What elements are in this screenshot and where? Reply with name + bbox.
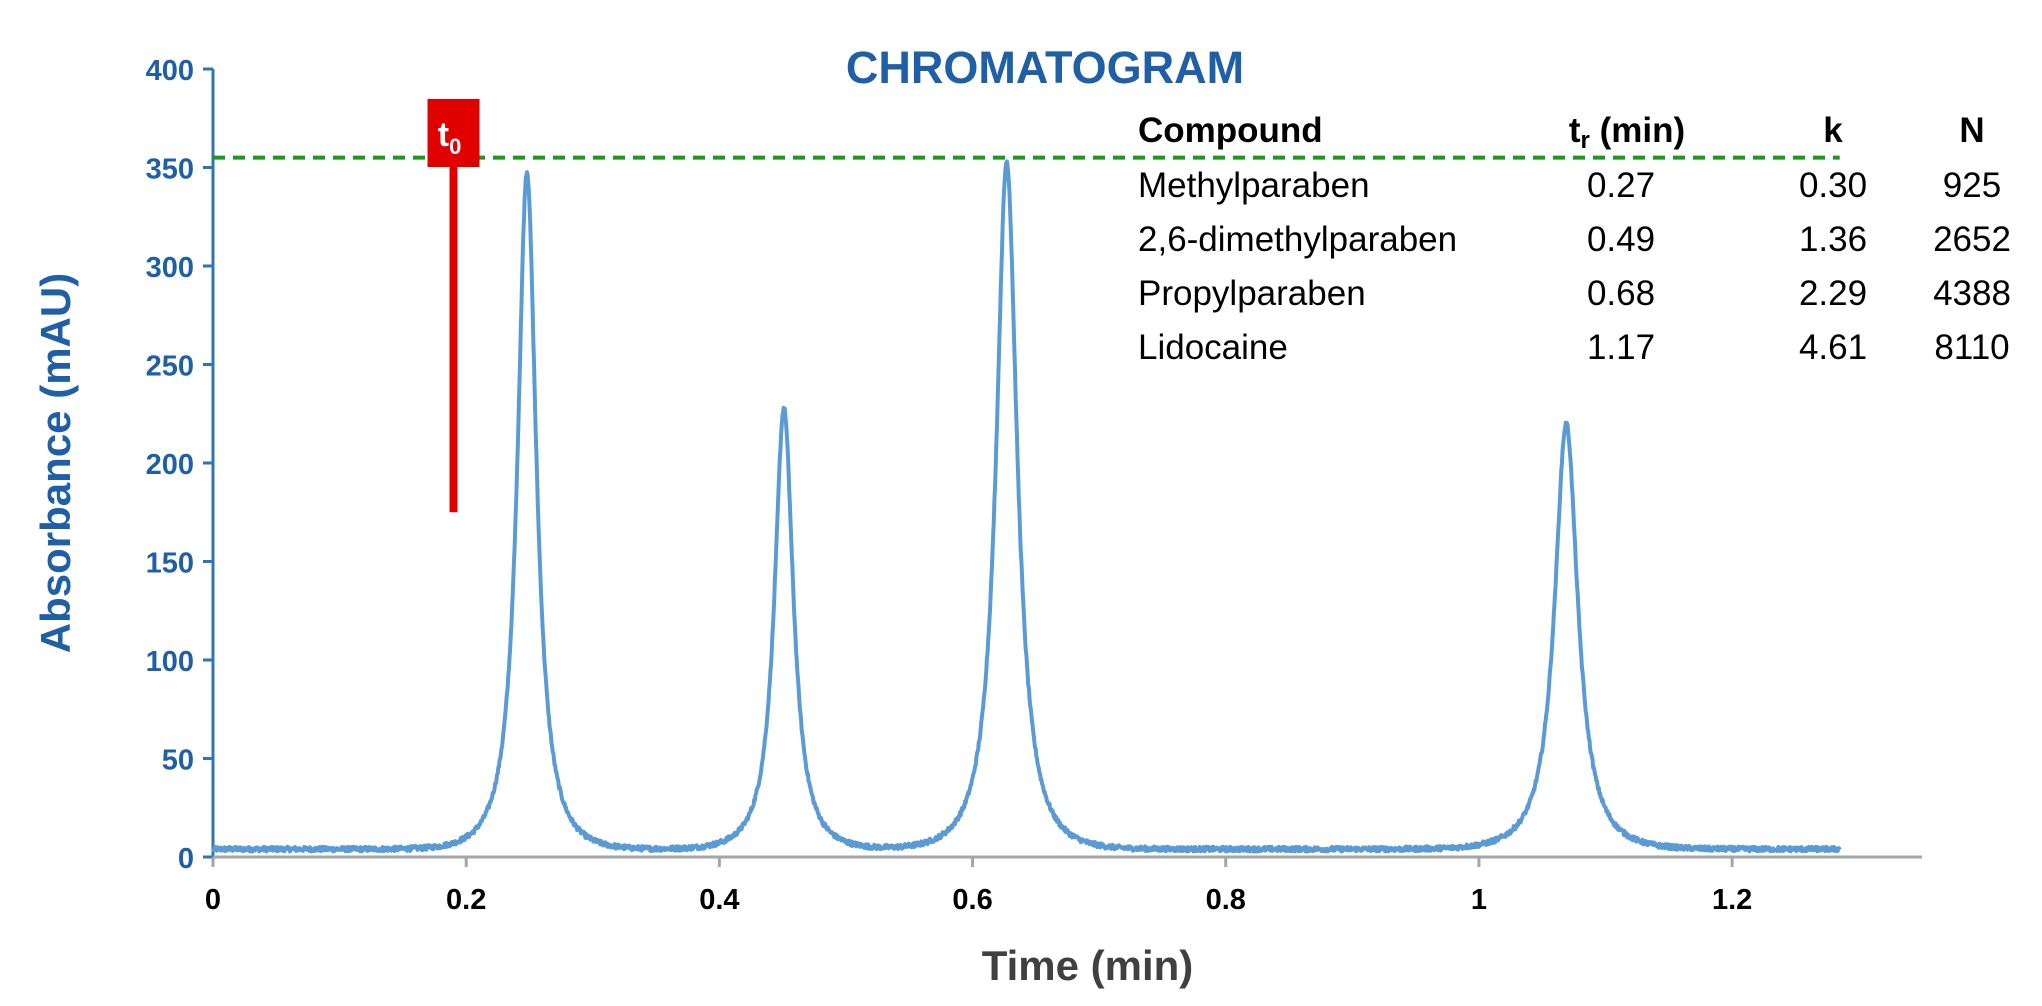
table-cell-n: 4388 — [1933, 274, 2011, 313]
x-tick-label: 1.2 — [1712, 884, 1752, 916]
table-cell-n: 2652 — [1933, 220, 2011, 259]
table-cell-k: 1.36 — [1799, 220, 1867, 259]
y-axis: 0 50 100 150 200 250 300 350 400 — [146, 55, 215, 875]
table-cell-retention-time: 0.49 — [1587, 220, 1655, 259]
table-cell-n: 925 — [1943, 166, 2001, 205]
x-tick-label: 0.2 — [446, 884, 486, 916]
y-tick-label: 250 — [146, 351, 194, 383]
x-tick-label: 0.8 — [1206, 884, 1246, 916]
table-cell-retention-time: 1.17 — [1587, 328, 1655, 367]
y-tick-label: 400 — [146, 55, 194, 87]
table-row: 2,6-dimethylparaben 0.49 1.36 2652 — [1138, 220, 2011, 259]
chart-title: CHROMATOGRAM — [846, 42, 1244, 93]
x-tick-label: 1 — [1471, 884, 1487, 916]
x-axis: 0 0.2 0.4 0.6 0.8 1 1.2 — [205, 855, 1922, 916]
table-header-n: N — [1959, 111, 1984, 150]
table-cell-k: 0.30 — [1799, 166, 1867, 205]
y-tick-label: 300 — [146, 252, 194, 284]
t0-marker-label: t0 — [438, 116, 462, 159]
table-header-retention-time: tr (min) — [1569, 111, 1685, 154]
table-cell-compound: Propylparaben — [1138, 274, 1366, 313]
series-group — [211, 159, 1842, 854]
table-cell-k: 4.61 — [1799, 328, 1867, 367]
table-cell-compound: Methylparaben — [1138, 166, 1370, 205]
table-cell-k: 2.29 — [1799, 274, 1867, 313]
series-line — [211, 159, 1842, 854]
table-row: Lidocaine 1.17 4.61 8110 — [1138, 328, 2010, 367]
y-tick-label: 50 — [162, 745, 194, 777]
x-tick-label: 0.4 — [699, 884, 739, 916]
table-cell-n: 8110 — [1934, 328, 2009, 367]
table-cell-retention-time: 0.27 — [1587, 166, 1655, 205]
table-row: Methylparaben 0.27 0.30 925 — [1138, 166, 2001, 205]
y-axis-label: Absorbance (mAU) — [32, 273, 79, 653]
table-cell-compound: 2,6-dimethylparaben — [1138, 220, 1457, 259]
y-tick-label: 150 — [146, 548, 194, 580]
annotations: t0 — [213, 99, 1840, 513]
table-header-k: k — [1823, 111, 1843, 150]
table-row: Propylparaben 0.68 2.29 4388 — [1138, 274, 2011, 313]
y-tick-label: 100 — [146, 646, 194, 678]
t0-marker-box — [427, 99, 480, 167]
table-header-compound: Compound — [1138, 111, 1323, 150]
x-tick-label: 0.6 — [952, 884, 992, 916]
table-cell-compound: Lidocaine — [1138, 328, 1288, 367]
x-tick-label: 0 — [205, 884, 221, 916]
x-axis-label: Time (min) — [982, 942, 1194, 989]
compound-table: Compound tr (min) k N Methylparaben 0.27 0.30 9… — [1138, 111, 2011, 367]
table-cell-retention-time: 0.68 — [1587, 274, 1655, 313]
y-tick-label: 0 — [178, 843, 194, 875]
y-tick-label: 350 — [146, 154, 194, 186]
y-tick-label: 200 — [146, 449, 194, 481]
